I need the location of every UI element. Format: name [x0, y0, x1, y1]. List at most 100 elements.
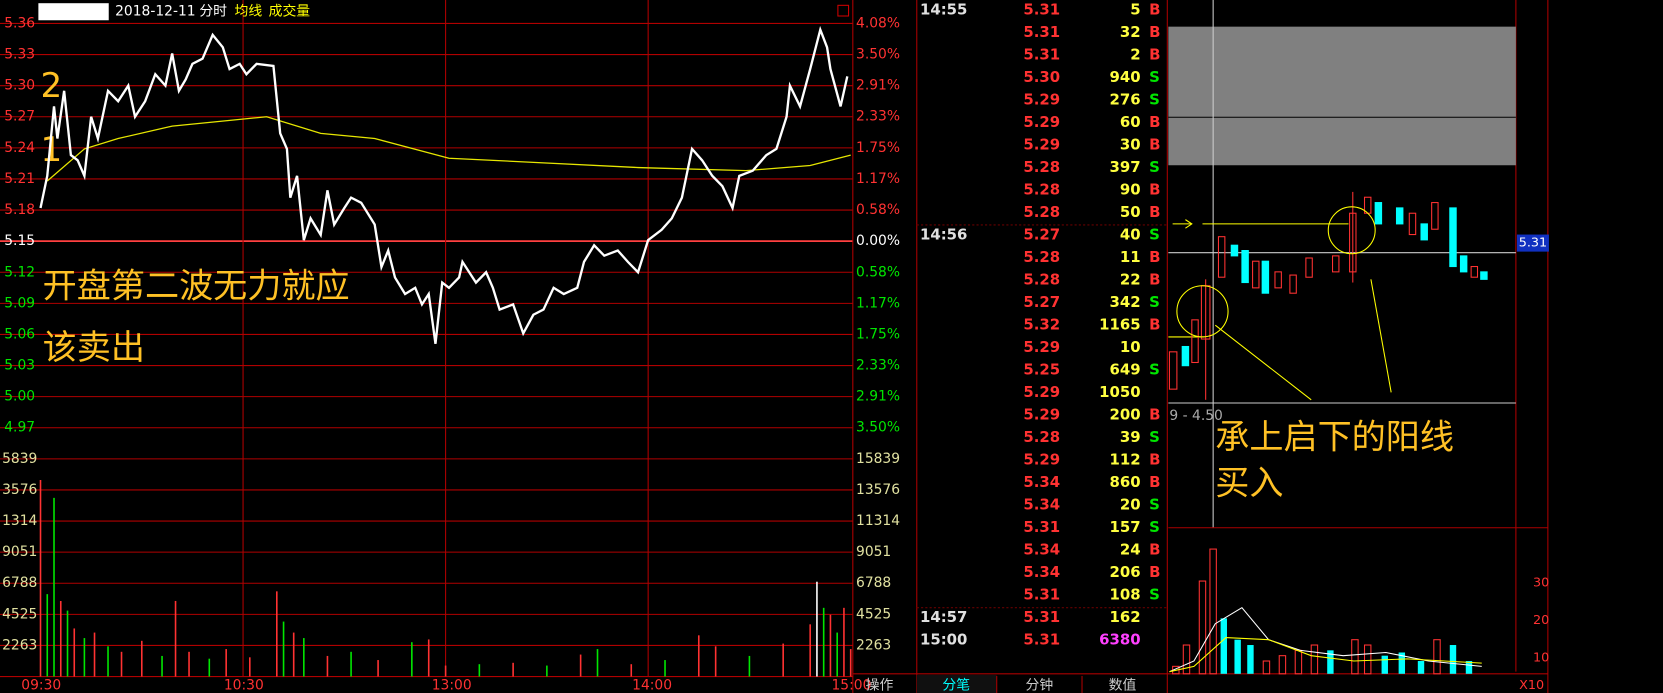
tab[interactable]: 分笔: [942, 678, 970, 693]
pct-tick: 1.75%: [856, 140, 900, 156]
range-label: 9 - 4.50: [1169, 408, 1222, 424]
mode: 分时: [199, 4, 227, 20]
volume-tick: 1314: [2, 513, 37, 529]
pct-tick: 4.08%: [856, 15, 900, 31]
volume-tick: 3576: [2, 482, 37, 498]
trade-price: 5.29: [1023, 91, 1060, 109]
trade-volume: 940: [1110, 68, 1141, 86]
volume-tick: 15839: [856, 451, 900, 467]
trade-side: B: [1149, 1, 1160, 19]
trade-side: S: [1149, 226, 1160, 244]
volume-tick: 4525: [856, 606, 891, 622]
trade-price: 5.31: [1023, 608, 1060, 626]
trade-side: S: [1149, 361, 1160, 379]
trade-price: 5.30: [1023, 68, 1060, 86]
price-tick: 5.18: [4, 202, 35, 218]
trade-volume: 50: [1120, 203, 1141, 221]
pct-tick: 2.33%: [856, 358, 900, 374]
trade-volume: 860: [1110, 473, 1141, 491]
trade-side: B: [1149, 451, 1160, 469]
pct-tick: 0.58%: [856, 264, 900, 280]
time-tick: 09:30: [21, 678, 61, 693]
trade-price: 5.34: [1023, 541, 1060, 559]
shade: [1168, 26, 1516, 166]
pct-tick: 3.50%: [856, 47, 900, 63]
price-tick: 5.24: [4, 140, 35, 156]
pct-tick: 0.00%: [856, 233, 900, 249]
trade-volume: 32: [1120, 23, 1141, 41]
trade-price: 5.31: [1023, 518, 1060, 536]
volume-tick: 6788: [856, 575, 891, 591]
volume-tick: 13576: [856, 482, 900, 498]
trade-time: 15:00: [920, 631, 967, 649]
arrow: [1370, 279, 1392, 393]
trade-time: 14:55: [920, 1, 967, 19]
icon[interactable]: [837, 4, 850, 17]
price-tick: 5.21: [4, 171, 35, 187]
trade-side: B: [1149, 271, 1160, 289]
grid: 5.36 4.08% 5.33 3.50% 5.30 2.91% 5.27 2.33% 5.24…: [0, 0, 900, 693]
trade-list: 14:55 5.31 5 B5.31 32 B5.31 2 B5.30 940 S5.29 276 S…: [916, 1, 1168, 649]
time-tick: 10:30: [224, 678, 264, 693]
trade-volume: 39: [1120, 428, 1141, 446]
trade-side: B: [1149, 248, 1160, 266]
corner: X10: [1519, 678, 1544, 693]
price-tick: 5.06: [4, 326, 35, 342]
trade-volume: 157: [1110, 518, 1141, 536]
trade-volume: 90: [1120, 181, 1141, 199]
average-line: [46, 116, 851, 182]
price-line: [39, 25, 849, 344]
volume-tick: 11314: [856, 513, 900, 529]
annotation: 2: [41, 66, 63, 106]
trade-volume: 24: [1120, 541, 1141, 559]
trade-side: S: [1149, 293, 1160, 311]
annotation: 承上启下的阳线: [1215, 418, 1454, 458]
trade-volume: 30: [1120, 136, 1141, 154]
date: 2018-12-11: [115, 4, 195, 20]
redacted: [38, 3, 109, 21]
trade-volume: 112: [1110, 451, 1141, 469]
trade-volume: 40: [1120, 226, 1141, 244]
trade-price: 5.34: [1023, 563, 1060, 581]
price-tick: 5.03: [4, 358, 35, 374]
trade-side: S: [1149, 496, 1160, 514]
tab[interactable]: 操作: [866, 678, 894, 693]
trade-side: B: [1149, 563, 1160, 581]
annotation: 开盘第二波无力就应: [43, 266, 350, 306]
pct-tick: 1.75%: [856, 326, 900, 342]
tab[interactable]: 数值: [1109, 678, 1137, 693]
trade-price: 5.28: [1023, 248, 1060, 266]
price-tick: 5.27: [4, 109, 35, 125]
trade-volume: 11: [1120, 248, 1141, 266]
trade-price: 5.32: [1023, 316, 1060, 334]
trade-volume: 276: [1110, 91, 1141, 109]
trade-side: S: [1149, 91, 1160, 109]
vol-tick: 20: [1533, 613, 1549, 628]
price-tick: 5.36: [4, 15, 35, 31]
trade-volume: 6380: [1099, 631, 1140, 649]
trade-price: 5.29: [1023, 406, 1060, 424]
price-tick: 5.33: [4, 47, 35, 63]
trade-price: 5.27: [1023, 226, 1060, 244]
volume-tick: 5839: [2, 451, 37, 467]
trade-price: 5.28: [1023, 158, 1060, 176]
trade-side: B: [1149, 181, 1160, 199]
time-tick: 15:00: [832, 678, 872, 693]
pct-tick: 1.17%: [856, 295, 900, 311]
trade-volume: 5: [1130, 1, 1140, 19]
trade-volume: 1050: [1099, 383, 1140, 401]
trade-price: 5.29: [1023, 136, 1060, 154]
trade-side: B: [1149, 406, 1160, 424]
pct-tick: 2.91%: [856, 78, 900, 94]
trade-volume: 649: [1110, 361, 1141, 379]
price-tag-bg: [1516, 234, 1549, 252]
trade-price: 5.31: [1023, 1, 1060, 19]
pct-tick: 0.58%: [856, 202, 900, 218]
tab[interactable]: 分钟: [1026, 677, 1054, 693]
price-tick: 4.97: [4, 420, 35, 436]
avg-label: 均线: [235, 4, 263, 20]
vol-tick: 10: [1533, 650, 1549, 665]
trade-side: B: [1149, 203, 1160, 221]
trade-side: S: [1149, 518, 1160, 536]
